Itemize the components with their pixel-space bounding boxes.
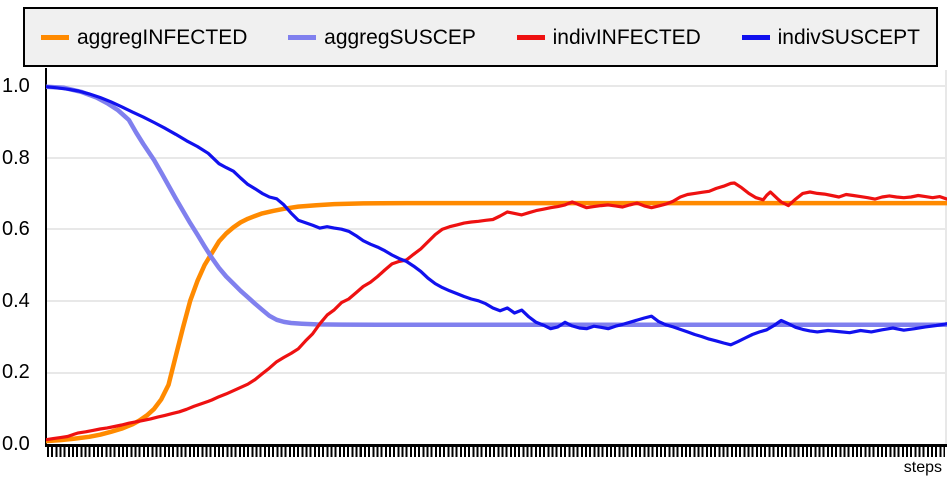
legend-swatch-0 [41, 34, 69, 40]
legend: aggregINFECTED aggregSUSCEP indivINFECTE… [23, 7, 938, 67]
x-axis-title: steps [903, 459, 942, 476]
y-axis-line [45, 68, 47, 447]
legend-item-indiv-suscept: indivSUSCEPT [741, 25, 920, 49]
y-tick-label-0.2: 0.2 [2, 361, 30, 383]
y-tick-label-0.0: 0.0 [2, 433, 30, 455]
gridline-0.6 [47, 228, 945, 230]
gridline-1.0 [47, 85, 945, 87]
legend-label-aggreg-infected: aggregINFECTED [77, 25, 248, 49]
curve-aggregSUSCEP [46, 84, 947, 328]
x-axis-line [45, 444, 947, 447]
legend-label-indiv-suscept: indivSUSCEPT [777, 25, 920, 49]
gridline-0.4 [47, 300, 945, 302]
legend-label-aggreg-suscep: aggregSUSCEP [324, 25, 476, 49]
y-tick-label-1.0: 1.0 [2, 75, 30, 97]
legend-swatch-2 [516, 34, 545, 40]
curve-indivSUSCEPT [46, 85, 947, 347]
gridline-right-edge [945, 70, 947, 444]
gridline-0.8 [47, 157, 945, 159]
y-tick-label-0.8: 0.8 [2, 147, 30, 169]
legend-item-indiv-infected: indivINFECTED [516, 25, 701, 49]
x-axis-tick-marks [47, 447, 945, 457]
y-tick-label-0.6: 0.6 [2, 218, 30, 240]
gridline-0.2 [47, 372, 945, 374]
y-tick-label-0.4: 0.4 [2, 290, 30, 312]
legend-swatch-3 [741, 34, 770, 40]
legend-label-indiv-infected: indivINFECTED [552, 25, 701, 49]
legend-swatch-1 [288, 34, 317, 40]
legend-item-aggreg-suscep: aggregSUSCEP [288, 27, 476, 48]
curve-indivINFECTED [46, 181, 947, 442]
curve-aggregINFECTED [46, 200, 947, 444]
plot-curves [46, 84, 947, 444]
legend-item-aggreg-infected: aggregINFECTED [41, 27, 247, 48]
